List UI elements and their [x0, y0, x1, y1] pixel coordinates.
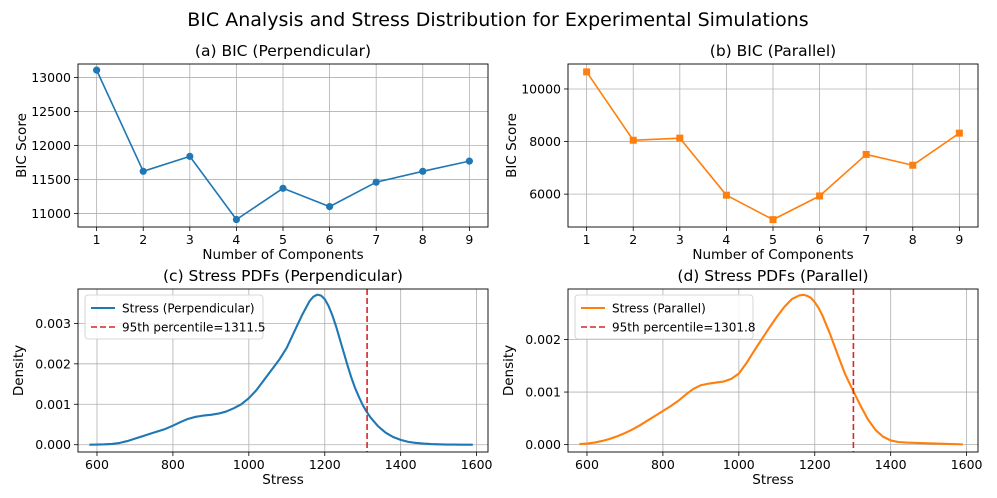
chart-d-frame [567, 288, 979, 453]
chart-c-ylabel: Density [11, 345, 27, 396]
chart-a-series-0-point [139, 167, 147, 175]
chart-a-xtick-label: 7 [372, 232, 380, 247]
chart-a-ylabel: BIC Score [14, 113, 30, 178]
chart-d-xlabel: Stress [752, 472, 794, 488]
chart-c-legend-box [84, 294, 264, 340]
chart-a-series-0-point [465, 157, 473, 165]
chart-b-xtick-label: 2 [629, 232, 637, 247]
chart-a-xtick-label: 5 [279, 232, 287, 247]
chart-b-series-0-point [909, 161, 917, 169]
chart-a-ytick-label: 13000 [31, 70, 71, 85]
chart-c-legend-label-1: 95th percentile=1311.5 [122, 321, 265, 335]
chart-a: 1 2 3 4 5 6 7 8 9 11000 11500 12000 12500 13000 (a) BI… [14, 42, 489, 263]
chart-c-series-0-line [89, 293, 473, 446]
chart-c-xtick-label: 1000 [233, 457, 265, 472]
chart-a-series-0-point [232, 215, 241, 224]
chart-d-ytick-label: 0.000 [525, 437, 561, 452]
chart-d-legend-label-0: Stress (Parallel) [612, 302, 706, 316]
chart-c-xtick-label: 1600 [461, 457, 493, 472]
chart-b-ytick-label: 10000 [521, 81, 561, 96]
chart-a-series-0-point [93, 66, 101, 74]
chart-d-xtick-label: 800 [651, 457, 675, 472]
chart-a-frame [77, 63, 489, 228]
chart-d-xtick-label: 600 [575, 457, 599, 472]
chart-a-xtick-label: 4 [232, 232, 240, 247]
chart-a-ytick-label: 12500 [31, 104, 71, 119]
chart-b-ytick-label: 6000 [529, 187, 561, 202]
chart-b-xtick-label: 8 [909, 232, 917, 247]
chart-a-xtick-label: 9 [465, 232, 473, 247]
chart-a-series-0-point [279, 184, 287, 192]
chart-b-series-0-point [722, 191, 730, 199]
chart-b-ylabel: BIC Score [504, 113, 520, 178]
chart-a-xtick-label: 2 [139, 232, 147, 247]
chart-c-xtick-label: 1400 [385, 457, 417, 472]
chart-b-xtick-label: 3 [676, 232, 684, 247]
chart-d-xtick-label: 1600 [951, 457, 983, 472]
chart-c-xtick-label: 600 [85, 457, 109, 472]
chart-d-ytick-label: 0.002 [525, 332, 561, 347]
chart-b-series-0-point [676, 134, 684, 142]
chart-a-xtick-label: 3 [186, 232, 194, 247]
chart-a-series-0-point [372, 178, 380, 186]
chart-b-xtick-label: 5 [769, 232, 777, 247]
chart-d-xtick-label: 1400 [875, 457, 907, 472]
chart-b-xtick-label: 4 [722, 232, 730, 247]
chart-d-series-0-line [579, 293, 963, 446]
chart-c-legend-label-0: Stress (Perpendicular) [122, 302, 255, 316]
chart-b-series-0-point [583, 68, 591, 76]
chart-a-ytick-label: 12000 [31, 138, 71, 153]
chart-a-ytick-label: 11500 [31, 172, 71, 187]
chart-b-frame [567, 63, 979, 228]
chart-c-ytick-label: 0.000 [35, 437, 71, 452]
chart-c-ytick-label: 0.002 [35, 356, 71, 371]
chart-c-title: (c) Stress PDFs (Perpendicular) [163, 267, 403, 285]
chart-b: 1 2 3 4 5 6 7 8 9 6000 8000 10000 (b) BIC (Parallel)… [504, 42, 979, 263]
chart-b-series-0-point [629, 136, 637, 144]
chart-c-legend: Stress (Perpendicular) 95th percentile=13… [84, 294, 265, 340]
chart-a-series-0-point [419, 167, 427, 175]
chart-d-xtick-label: 1000 [723, 457, 755, 472]
chart-c-frame [77, 288, 489, 453]
chart-c: 600 800 1000 1200 1400 1600 0.000 0.001 0.002 0.0… [11, 267, 493, 488]
chart-c-ytick-label: 0.001 [35, 397, 71, 412]
chart-b-series-0-point [955, 129, 963, 137]
chart-b-series-0-point [816, 192, 824, 200]
chart-a-xtick-label: 8 [419, 232, 427, 247]
chart-a-series-0-point [186, 152, 194, 160]
chart-b-ytick-label: 8000 [529, 134, 561, 149]
chart-d: 600 800 1000 1200 1400 1600 0.000 0.001 0.002 (d)… [501, 267, 983, 488]
chart-a-xtick-label: 6 [326, 232, 334, 247]
chart-d-legend-label-1: 95th percentile=1301.8 [612, 321, 755, 335]
chart-c-ytick-label: 0.003 [35, 316, 71, 331]
chart-d-legend: Stress (Parallel) 95th percentile=1301.8 [574, 294, 755, 340]
chart-b-title: (b) BIC (Parallel) [710, 42, 836, 60]
chart-d-ytick-label: 0.001 [525, 385, 561, 400]
chart-b-xlabel: Number of Components [692, 247, 853, 263]
chart-d-title: (d) Stress PDFs (Parallel) [677, 267, 868, 285]
chart-a-series-0-point [325, 203, 334, 211]
chart-a-ytick-label: 11000 [31, 206, 71, 221]
chart-b-xtick-label: 7 [862, 232, 870, 247]
chart-c-xtick-label: 1200 [309, 457, 341, 472]
chart-b-series-0-point [769, 216, 777, 224]
chart-c-xtick-label: 800 [161, 457, 185, 472]
chart-d-xtick-label: 1200 [799, 457, 831, 472]
figure-suptitle: BIC Analysis and Stress Distribution for… [187, 9, 808, 31]
chart-b-series-0-point [862, 150, 870, 158]
chart-b-xtick-label: 6 [816, 232, 824, 247]
chart-b-xtick-label: 9 [955, 232, 963, 247]
chart-d-ylabel: Density [501, 345, 517, 396]
chart-c-xlabel: Stress [262, 472, 304, 488]
chart-a-xlabel: Number of Components [202, 247, 363, 263]
chart-a-title: (a) BIC (Perpendicular) [195, 42, 371, 60]
chart-b-xtick-label: 1 [583, 232, 591, 247]
chart-d-legend-box [574, 294, 754, 340]
chart-a-xtick-label: 1 [93, 232, 101, 247]
